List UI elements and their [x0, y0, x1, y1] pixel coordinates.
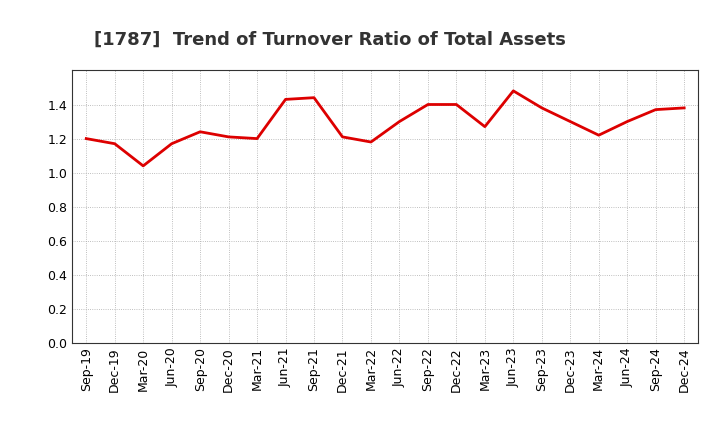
- Text: [1787]  Trend of Turnover Ratio of Total Assets: [1787] Trend of Turnover Ratio of Total …: [94, 31, 565, 49]
